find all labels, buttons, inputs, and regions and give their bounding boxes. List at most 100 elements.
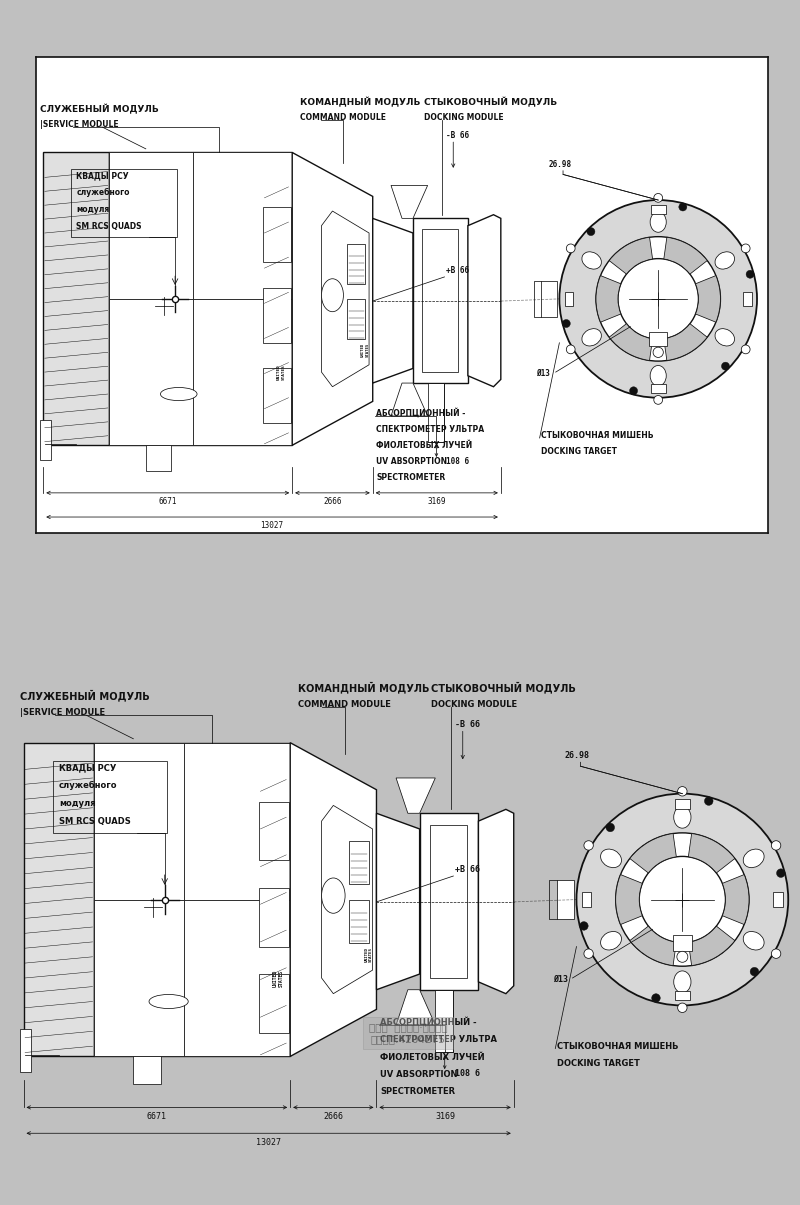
Polygon shape (396, 778, 435, 813)
Text: UNITED
STATES: UNITED STATES (364, 947, 373, 962)
Text: 13027: 13027 (256, 1138, 281, 1147)
Circle shape (630, 387, 638, 395)
Text: КОМАНДНЫЙ МОДУЛЬ: КОМАНДНЫЙ МОДУЛЬ (299, 96, 420, 107)
Circle shape (654, 194, 662, 202)
Bar (43, 153, 110, 446)
Ellipse shape (743, 850, 764, 868)
Circle shape (587, 228, 595, 236)
Ellipse shape (674, 806, 691, 828)
Bar (54, 760, 167, 833)
Circle shape (771, 841, 781, 851)
Polygon shape (322, 805, 373, 994)
Text: 108 6: 108 6 (455, 1069, 480, 1078)
Ellipse shape (674, 971, 691, 993)
Circle shape (566, 243, 575, 253)
Bar (557, 880, 574, 919)
Text: UNITED
STATES: UNITED STATES (277, 364, 286, 380)
Circle shape (616, 833, 749, 966)
Bar (23, 742, 94, 1057)
Ellipse shape (149, 994, 188, 1009)
Bar (71, 170, 178, 236)
Bar (674, 991, 690, 1000)
Bar (20, 1029, 31, 1072)
Circle shape (618, 259, 698, 339)
Bar (184, 900, 290, 1057)
Ellipse shape (601, 850, 622, 868)
Wedge shape (688, 927, 735, 965)
Circle shape (639, 857, 726, 942)
Text: UV ABSORPTION: UV ABSORPTION (380, 1070, 458, 1078)
Wedge shape (609, 237, 653, 274)
Polygon shape (292, 153, 373, 446)
Bar (582, 892, 591, 907)
Bar (651, 205, 666, 214)
Bar (428, 383, 444, 441)
Text: КОМАНДНЫЙ МОДУЛЬ: КОМАНДНЫЙ МОДУЛЬ (298, 682, 430, 694)
Text: SM RCS QUADS: SM RCS QUADS (59, 817, 130, 827)
Circle shape (579, 922, 588, 930)
Bar (674, 799, 690, 809)
Bar (259, 801, 289, 860)
Text: COMMAND MODULE: COMMAND MODULE (298, 700, 391, 710)
Bar (435, 989, 453, 1052)
Text: DOCKING MODULE: DOCKING MODULE (431, 700, 518, 710)
Polygon shape (377, 813, 420, 989)
Text: 13027: 13027 (260, 521, 283, 530)
Polygon shape (391, 186, 428, 218)
Text: 6671: 6671 (158, 496, 177, 506)
Ellipse shape (715, 252, 734, 269)
Ellipse shape (161, 388, 197, 400)
Circle shape (566, 345, 575, 354)
Text: СТЫКОВОЧНЫЙ МОДУЛЬ: СТЫКОВОЧНЫЙ МОДУЛЬ (431, 682, 576, 694)
Bar (774, 892, 782, 907)
Text: 26.98: 26.98 (549, 160, 571, 169)
Circle shape (746, 270, 754, 278)
Text: 3169: 3169 (427, 496, 446, 506)
Bar (194, 299, 292, 446)
Text: СТЫКОВОЧНАЯ МИШЕНЬ: СТЫКОВОЧНАЯ МИШЕНЬ (557, 1041, 678, 1051)
Text: АБСОРПЦИОННЫЙ -: АБСОРПЦИОННЫЙ - (376, 408, 466, 418)
Circle shape (577, 794, 788, 1005)
Text: 6671: 6671 (147, 1112, 167, 1121)
Circle shape (652, 994, 660, 1003)
Bar (110, 153, 194, 299)
Text: DOCKING TARGET: DOCKING TARGET (541, 447, 617, 455)
Circle shape (771, 950, 781, 958)
Text: СЛУЖЕБНЫЙ МОДУЛЬ: СЛУЖЕБНЫЙ МОДУЛЬ (40, 104, 158, 114)
Bar (651, 384, 666, 393)
Wedge shape (664, 324, 707, 360)
Text: 108 6: 108 6 (446, 457, 469, 465)
Circle shape (722, 363, 730, 370)
Circle shape (678, 1003, 687, 1012)
Circle shape (559, 200, 757, 398)
Text: +B 66: +B 66 (455, 865, 480, 874)
Wedge shape (695, 276, 721, 322)
Text: СПЕКТРОМЕТЕР УЛЬТРА: СПЕКТРОМЕТЕР УЛЬТРА (380, 1035, 498, 1045)
Text: -B 66: -B 66 (446, 131, 469, 140)
Text: служебного: служебного (59, 781, 118, 790)
Wedge shape (630, 927, 676, 965)
Circle shape (679, 202, 687, 211)
Circle shape (705, 797, 713, 805)
Bar (110, 299, 194, 446)
Polygon shape (396, 989, 435, 1025)
Ellipse shape (650, 365, 666, 386)
Ellipse shape (743, 931, 764, 950)
Bar (94, 742, 184, 900)
Text: COMMAND MODULE: COMMAND MODULE (299, 112, 386, 122)
Bar (194, 153, 292, 299)
Circle shape (584, 841, 594, 851)
Text: 2666: 2666 (323, 496, 342, 506)
Circle shape (750, 968, 758, 976)
Circle shape (584, 950, 594, 958)
Bar (349, 841, 369, 883)
Wedge shape (722, 875, 749, 924)
Text: 26.98: 26.98 (565, 752, 590, 760)
Bar (650, 331, 667, 347)
Bar (259, 888, 289, 947)
Text: КВАДЫ РСУ: КВАДЫ РСУ (76, 171, 129, 180)
Ellipse shape (322, 878, 345, 913)
Polygon shape (468, 214, 501, 387)
Bar (422, 229, 458, 372)
Wedge shape (630, 834, 676, 872)
